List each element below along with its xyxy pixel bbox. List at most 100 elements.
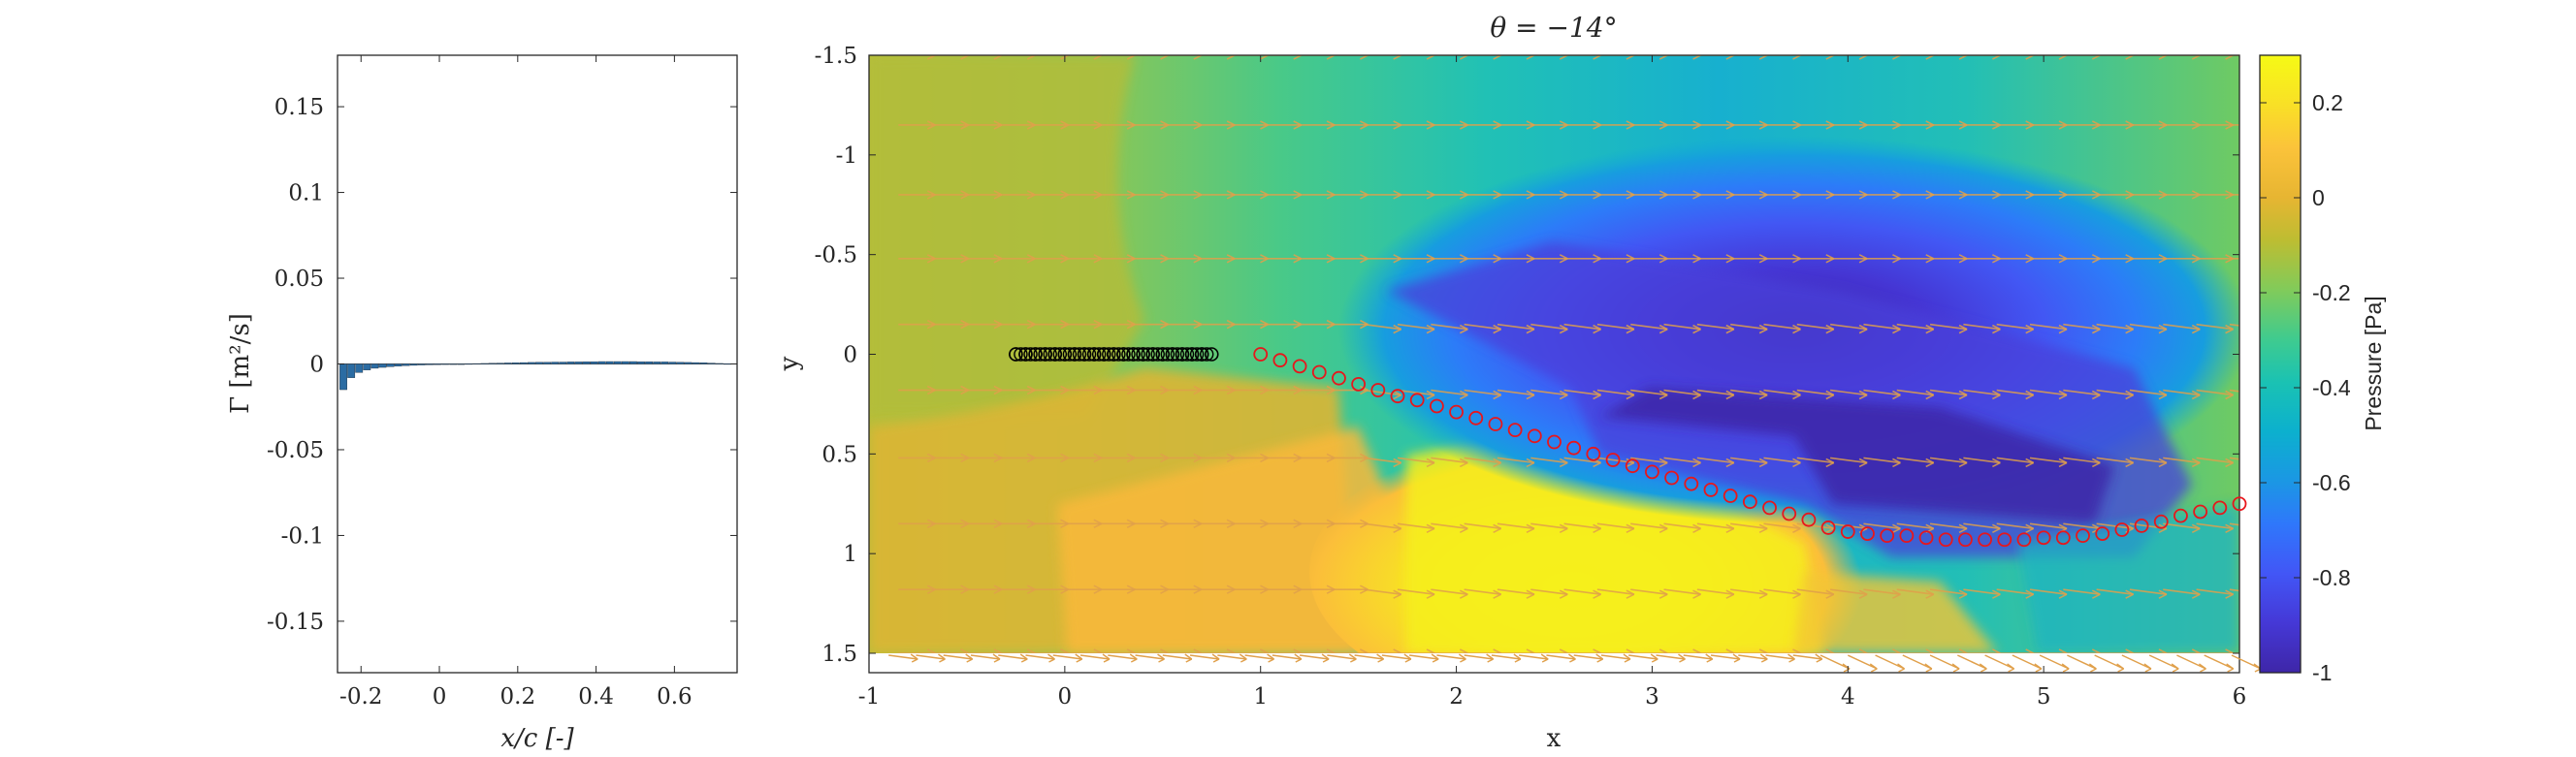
bar (363, 363, 371, 370)
wake-marker (1723, 489, 1738, 503)
field-x-tick-label: 3 (1645, 684, 1659, 710)
plate-marker (1097, 347, 1111, 362)
bar (378, 363, 387, 368)
boundary-arrows (888, 653, 2262, 673)
field-x-tick-label: 6 (2233, 684, 2247, 710)
wake-marker (2232, 496, 2247, 512)
plate-marker (1194, 347, 1209, 362)
plate-marker (1038, 347, 1052, 362)
plate-marker (1102, 347, 1116, 362)
bar-y-axis-label: Γ [m²/s] (226, 313, 255, 414)
field-x-tick-label: 5 (2037, 684, 2051, 710)
wake-marker (1997, 532, 2012, 548)
bar (528, 362, 535, 364)
bar-y-tick-label: 0.05 (274, 267, 324, 292)
field-x-tick-label: 4 (1841, 684, 1855, 710)
bar (605, 361, 614, 364)
bar-x-tick-label: 0.2 (500, 684, 536, 710)
plate-marker (1033, 347, 1047, 362)
wake-marker (1762, 500, 1777, 516)
plate-marker (1175, 347, 1190, 362)
plate-marker (1116, 347, 1131, 362)
plate-marker (1155, 347, 1170, 362)
bar (535, 362, 543, 364)
bar (707, 363, 716, 364)
colorbar-tick-label: 0.2 (2312, 90, 2343, 115)
plate-marker (1043, 347, 1057, 362)
field-ticks: -1 0 1 2 3 4 5 6 -1.5 -1 -0.5 0 0.5 1 1.5 (815, 44, 2247, 710)
bar (543, 362, 552, 364)
bar-x-tick-label: 0 (433, 684, 447, 710)
wake-marker (1507, 423, 1523, 438)
wake-marker (1311, 364, 1327, 380)
bar (417, 363, 426, 365)
plate-marker (1179, 347, 1195, 362)
wake-marker (1586, 446, 1601, 461)
wake-marker (2016, 532, 2032, 548)
wake-marker (1820, 520, 1836, 535)
plate-marker (1067, 347, 1082, 362)
bar (723, 363, 731, 365)
wake-marker (1468, 410, 1484, 426)
wake-markers (1253, 347, 2247, 548)
circulation-bar-chart: -0.2 0 0.2 0.4 0.6 -0.15 -0.1 -0.05 0 0.05 0.1 0.15… (226, 54, 738, 753)
plate-marker (1184, 347, 1200, 362)
plate-marker (1121, 347, 1136, 362)
bar (339, 363, 347, 391)
bar (645, 361, 654, 364)
colorbar-tick-label: -0.4 (2312, 375, 2351, 400)
plate-marker (1170, 347, 1185, 362)
wake-marker (1566, 440, 1582, 456)
wake-marker (2036, 530, 2051, 546)
bar (660, 362, 669, 364)
wake-marker (1782, 506, 1797, 521)
bar-x-tick-label: 0.6 (657, 684, 692, 710)
bar (480, 363, 489, 364)
pressure-colorbar: -1 -0.8 -0.6 -0.4 -0.2 0 0.2 Pressure [Pa] (2259, 54, 2386, 685)
bar (566, 362, 575, 364)
bar (457, 363, 466, 365)
plate-marker (1200, 347, 1214, 362)
wake-marker (2193, 504, 2208, 520)
bar (409, 363, 418, 366)
field-y-tick-label: -1.5 (815, 44, 857, 69)
bar (574, 362, 583, 364)
bar (496, 363, 504, 364)
bar (637, 361, 645, 364)
field-y-tick-label: -0.5 (815, 243, 857, 268)
bar (613, 361, 622, 364)
colorbar-tick-label: -0.6 (2312, 470, 2351, 495)
wake-marker (1292, 359, 1307, 374)
colorbar-tick-label: 0 (2312, 185, 2325, 210)
wake-marker (1390, 389, 1405, 404)
wake-marker (1253, 347, 1269, 362)
field-x-tick-label: 1 (1253, 684, 1268, 710)
plate-marker (1014, 347, 1028, 362)
plate-marker (1107, 347, 1121, 362)
bar (347, 363, 356, 378)
field-x-axis-label: x (1547, 724, 1562, 753)
colorbar-tick-label: -0.8 (2312, 565, 2351, 590)
bar-series (339, 361, 731, 391)
bar (597, 361, 606, 364)
wake-marker (2114, 522, 2130, 537)
bar (434, 363, 441, 365)
plate-marker (1141, 347, 1155, 362)
plate-marker (1160, 347, 1175, 362)
bar (590, 361, 598, 364)
wake-marker (1880, 528, 1895, 544)
bar-x-tick-label: 0.4 (578, 684, 614, 710)
bar (582, 361, 591, 364)
bar (402, 363, 410, 366)
field-y-tick-label: 0 (843, 343, 857, 368)
plate-marker (1057, 347, 1073, 362)
pressure-contour (869, 55, 2239, 653)
bar (488, 363, 497, 364)
plate-marker (1052, 347, 1068, 362)
bar-ticks: -0.2 0 0.2 0.4 0.6 -0.15 -0.1 -0.05 0 0.05 0.1 0.15 (267, 55, 737, 710)
velocity-arrows (898, 55, 2239, 653)
field-title: θ = −14° (1490, 12, 1617, 44)
wake-marker (1918, 530, 1934, 546)
bar-y-tick-label: 0.15 (274, 95, 324, 120)
field-y-axis-label: y (775, 356, 804, 371)
